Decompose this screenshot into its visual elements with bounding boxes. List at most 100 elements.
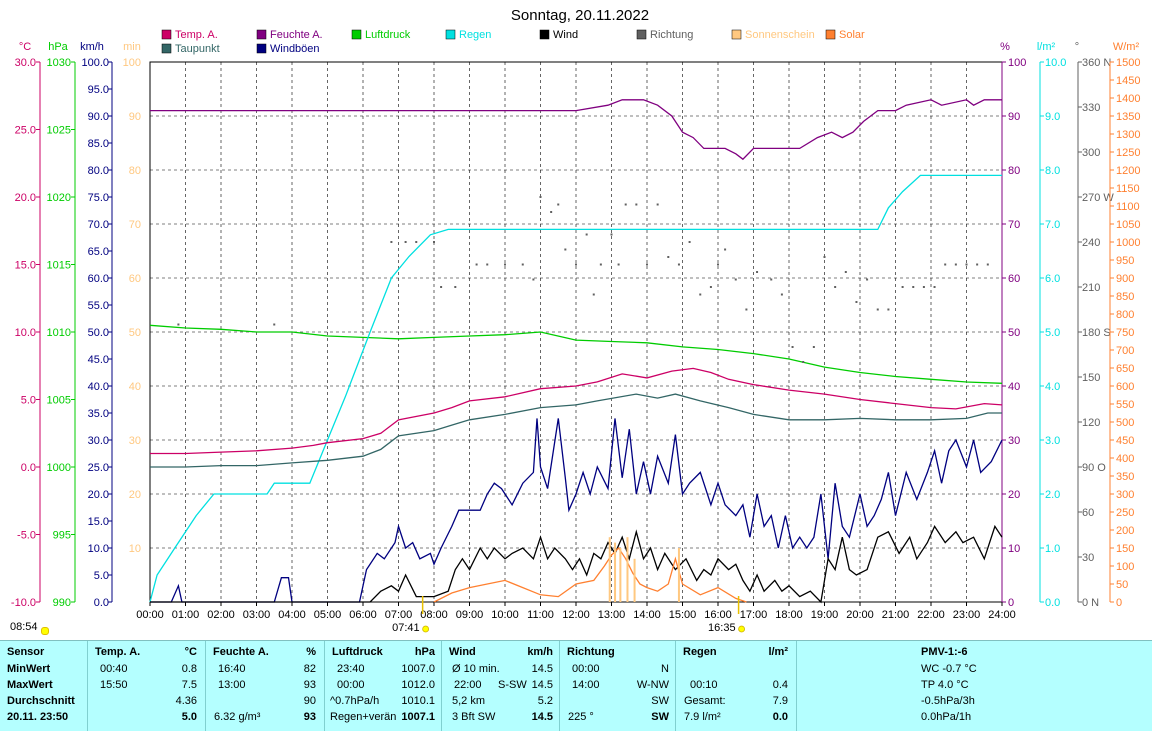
direction-dot xyxy=(770,278,773,281)
rain-max-value: 0.4 xyxy=(772,679,788,691)
temp-axis-tick-label: 15.0 xyxy=(15,260,36,272)
x-tick-label: 11:00 xyxy=(527,609,554,621)
pressure-axis-tick-label: 1005 xyxy=(47,395,71,407)
pressure-avg: 1010.1 xyxy=(401,695,435,707)
temp-axis-tick-label: 5.0 xyxy=(21,395,36,407)
humidity-max-value: 93 xyxy=(303,679,316,691)
series-feuchte-a-line xyxy=(150,99,1002,161)
direction-axis-tick-label: 60 xyxy=(1082,507,1094,519)
solar-axis-tick-label: 50 xyxy=(1116,579,1128,591)
sunshine-bar xyxy=(677,548,680,602)
axis-unit: min xyxy=(123,41,141,53)
axis-unit: W/m² xyxy=(1113,41,1140,53)
rain-axis-tick-label: 5.0 xyxy=(1045,327,1060,339)
rain-axis-tick-label: 8.0 xyxy=(1045,165,1060,177)
sunshine-tick-label: 10 xyxy=(129,543,141,555)
solar-axis-tick-label: 1400 xyxy=(1116,93,1140,105)
wind-axis-tick-label: 65.0 xyxy=(88,246,109,258)
x-tick-label: 06:00 xyxy=(349,609,377,621)
humidity-unit: % xyxy=(306,646,316,658)
x-tick-label: 20:00 xyxy=(846,609,874,621)
sun-icon xyxy=(422,625,430,633)
x-tick-label: 15:00 xyxy=(669,609,697,621)
sunshine-bar xyxy=(614,542,617,602)
wind-axis-tick-label: 90.0 xyxy=(88,111,109,123)
direction-dot xyxy=(635,203,638,206)
direction-dot xyxy=(876,308,879,311)
direction-dot xyxy=(624,203,627,206)
x-tick-label: 13:00 xyxy=(598,609,626,621)
wind-axis-tick-label: 85.0 xyxy=(88,138,109,150)
wind-axis-tick-label: 15.0 xyxy=(88,516,109,528)
pressure-axis-tick-label: 1030 xyxy=(47,57,71,69)
legend-label: Windböen xyxy=(270,43,320,55)
humidity-axis-tick-label: 90 xyxy=(1008,111,1020,123)
pressure-max-value: 1012.0 xyxy=(401,679,435,691)
direction-dot xyxy=(866,278,869,281)
current-time: 08:54 xyxy=(10,621,38,633)
wind-title: Wind xyxy=(449,646,476,658)
direction-axis-tick-label: 240 xyxy=(1082,237,1100,249)
x-tick-label: 21:00 xyxy=(882,609,910,621)
temp-min-time: 00:40 xyxy=(100,663,128,675)
solar-axis-tick-label: 350 xyxy=(1116,471,1134,483)
direction-dot xyxy=(677,263,680,266)
sunshine-bar xyxy=(633,558,636,602)
humidity-axis-tick-label: 0 xyxy=(1008,597,1014,609)
humidity-axis-tick-label: 70 xyxy=(1008,219,1020,231)
x-tick-label: 04:00 xyxy=(278,609,306,621)
pmv-dewpoint: TP 4.0 °C xyxy=(921,679,969,691)
direction-dot xyxy=(273,323,276,326)
solar-axis-tick-label: 1500 xyxy=(1116,57,1140,69)
chart-marks xyxy=(149,99,1003,604)
x-tick-label: 18:00 xyxy=(775,609,803,621)
x-axis: 00:00 01:00 02:00 03:00 04:00 05:00 06:00 07:00… xyxy=(136,596,1016,634)
rain-total: 7.9 l/m² xyxy=(684,711,721,723)
x-tick-label: 23:00 xyxy=(953,609,981,621)
direction-dot xyxy=(699,293,702,296)
sensor-title: Sensor xyxy=(7,646,45,658)
direction-dot xyxy=(976,263,979,266)
direction-dot xyxy=(844,271,847,273)
direction-dot xyxy=(433,241,435,243)
wind-axis-tick-label: 55.0 xyxy=(88,300,109,312)
wind-unit: km/h xyxy=(527,646,553,658)
legend-swatch xyxy=(161,43,172,54)
direction-dot xyxy=(756,271,759,273)
sunshine-bar xyxy=(619,548,622,602)
x-tick-label: 07:00 xyxy=(385,609,413,621)
sunshine-tick-label: 40 xyxy=(129,381,141,393)
axis-unit: hPa xyxy=(48,41,68,53)
direction-axis-tick-label: 300 xyxy=(1082,147,1100,159)
humidity-avg: 90 xyxy=(303,695,316,707)
direction-dot xyxy=(834,286,837,288)
legend-label: Regen xyxy=(459,29,491,41)
wind-axis-tick-label: 10.0 xyxy=(88,543,109,555)
series-regenline xyxy=(149,174,1002,603)
direction-dot xyxy=(791,346,794,348)
wind-avg10-value: 14.5 xyxy=(531,663,553,675)
x-tick-label: 12:00 xyxy=(562,609,590,621)
sunshine-tick-label: 100 xyxy=(123,57,141,69)
axis-unit: l/m² xyxy=(1037,41,1056,53)
rain-max-time: 00:10 xyxy=(690,679,718,691)
solar-axis-tick-label: 1250 xyxy=(1116,147,1140,159)
chart-title: Sonntag, 20.11.2022 xyxy=(511,7,649,24)
rain-axis-tick-label: 10.0 xyxy=(1045,57,1066,69)
humidity-axis-tick-label: 50 xyxy=(1008,327,1020,339)
pressure-axis-tick-label: 1000 xyxy=(47,462,71,474)
direction-dot xyxy=(585,233,588,236)
legend-swatch xyxy=(256,43,267,54)
pressure-max-time: 00:00 xyxy=(337,679,365,691)
pressure-unit: hPa xyxy=(414,646,435,658)
legend-label: Feuchte A. xyxy=(270,29,323,41)
rain-axis-tick-label: 9.0 xyxy=(1045,111,1060,123)
direction-axis-tick-label: 270 W xyxy=(1082,192,1114,204)
humidity-axis-tick-label: 10 xyxy=(1008,543,1020,555)
pressure-min-time: 23:40 xyxy=(337,663,365,675)
rain-axis-tick-label: 2.0 xyxy=(1045,489,1060,501)
weather-chart: Sonntag, 20.11.2022 Temp. A. Taupunkt Feuc… xyxy=(11,7,1141,634)
direction-dot xyxy=(667,256,670,258)
summary-panel: Sensor MinWert MaxWert Durchschnitt 20.1… xyxy=(0,640,1152,731)
direction-avg: SW xyxy=(651,695,669,707)
